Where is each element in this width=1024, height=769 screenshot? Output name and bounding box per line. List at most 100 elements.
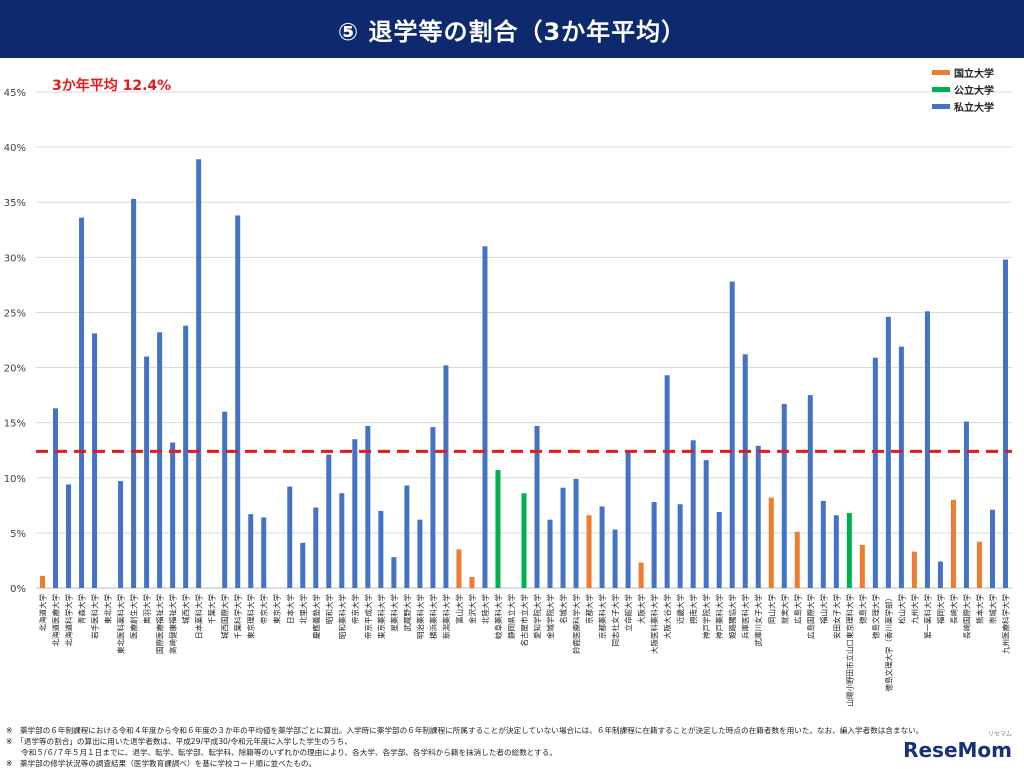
- bar-private: [742, 354, 748, 588]
- bars: [40, 159, 1008, 589]
- x-tick-label: 岩手医科大学: [90, 594, 100, 639]
- y-tick-label: 15%: [4, 419, 26, 430]
- x-tick-label: 鈴鹿医療科学大学: [571, 594, 581, 654]
- bar-private: [612, 529, 618, 588]
- footnote: 令和５/６/７年５月１日までに、退学、転学、転学部、転学科、除籍等のいずれかの理…: [6, 748, 557, 757]
- x-tick-label: 金沢大学: [467, 594, 477, 624]
- x-tick-label: 医療創生大学: [129, 594, 139, 639]
- x-axis-labels: 北海道大学 北海道医療大学 北海道科学大学 青森大学 岩手医科大学 東北大学 東北医科薬科大…: [38, 594, 1011, 707]
- bar-private: [781, 403, 787, 588]
- x-tick-label: 岐阜薬科大学: [493, 594, 503, 639]
- x-tick-label: 徳島文理大学: [870, 594, 880, 639]
- bar-national: [469, 576, 475, 588]
- x-tick-label: 北陸大学: [480, 594, 490, 624]
- bar-private: [118, 481, 124, 588]
- bar-private: [937, 561, 943, 588]
- page-title: ⑤ 退学等の割合（3か年平均）: [337, 17, 687, 46]
- bar-private: [833, 515, 839, 588]
- bar-private: [339, 493, 345, 588]
- bar-private: [417, 519, 423, 588]
- bar-private: [430, 427, 436, 588]
- bar-private: [690, 440, 696, 588]
- x-tick-label: 第一薬科大学: [922, 594, 932, 639]
- x-tick-label: 大阪大学: [636, 594, 646, 624]
- bar-private: [651, 502, 657, 588]
- x-tick-label: 日本大学: [285, 594, 295, 624]
- x-tick-label: 慶應義塾大学: [311, 594, 321, 639]
- bar-private: [352, 439, 358, 588]
- x-tick-label: 青森大学: [77, 594, 87, 624]
- x-tick-label: 千葉大学: [207, 594, 217, 624]
- x-tick-label: 立命館大学: [623, 594, 633, 632]
- x-tick-label: 九州大学: [909, 594, 919, 624]
- x-tick-label: 静岡県立大学: [506, 594, 516, 639]
- x-tick-label: 千葉科学大学: [233, 594, 243, 639]
- x-tick-label: 長崎大学: [948, 594, 958, 624]
- bar-private: [378, 510, 384, 588]
- y-tick-label: 25%: [4, 308, 26, 319]
- bar-private: [287, 486, 293, 588]
- y-axis-labels: 0% 5% 10% 15% 20% 25% 30% 35% 40% 45%: [4, 88, 26, 595]
- bar-private: [170, 442, 176, 588]
- bar-national: [456, 549, 462, 588]
- x-tick-label: 大阪医科薬科大学: [649, 594, 659, 654]
- x-tick-label: 就実大学: [779, 594, 789, 624]
- x-tick-label: 新潟薬科大学: [441, 594, 451, 639]
- x-tick-label: 崇城大学: [987, 594, 997, 624]
- title-banner: ⑤ 退学等の割合（3か年平均）: [0, 0, 1024, 58]
- y-tick-label: 5%: [10, 529, 26, 540]
- x-tick-label: 京都大学: [584, 594, 594, 624]
- bar-national: [638, 562, 644, 588]
- x-tick-label: 徳島大学: [857, 594, 867, 624]
- x-tick-label: 京都薬科大学: [597, 594, 607, 639]
- x-tick-label: 松山大学: [896, 594, 906, 624]
- x-tick-label: 近畿大学: [675, 594, 685, 624]
- logo-subtext: リセマム: [987, 731, 1012, 738]
- x-tick-label: 帝京大学: [350, 594, 360, 624]
- bar-private: [313, 507, 319, 588]
- x-tick-label: 名古屋市立大学: [519, 594, 529, 647]
- x-tick-label: 北里大学: [298, 594, 308, 624]
- bar-private: [924, 311, 930, 588]
- x-tick-label: 帝京大学: [259, 594, 269, 624]
- x-tick-label: 武庫川女子大学: [753, 594, 763, 647]
- bar-national: [586, 515, 592, 588]
- x-tick-label: 帝京平成大学: [363, 594, 373, 639]
- x-tick-label: 安田女子大学: [831, 594, 841, 639]
- bar-private: [729, 281, 735, 588]
- x-tick-label: 金城学院大学: [545, 594, 555, 639]
- x-tick-label: 福山大学: [818, 594, 828, 624]
- bar-private: [365, 425, 371, 588]
- bar-private: [807, 395, 813, 588]
- bar-private: [92, 333, 98, 588]
- x-tick-label: 兵庫医科大学: [740, 594, 750, 639]
- bar-private: [625, 452, 631, 588]
- x-tick-label: 国際医療福祉大学: [155, 594, 165, 654]
- bar-national: [40, 575, 46, 588]
- x-tick-label: 姫路獨協大学: [727, 594, 737, 639]
- x-tick-label: 北海道医療大学: [51, 594, 61, 647]
- x-tick-label: 城西国際大学: [220, 594, 230, 639]
- legend-swatch-public: [932, 87, 950, 92]
- x-tick-label: 熊本大学: [974, 594, 984, 624]
- x-tick-label: 神戸学院大学: [701, 594, 711, 639]
- x-tick-label: 東北医科薬科大学: [116, 594, 126, 654]
- y-tick-label: 30%: [4, 253, 26, 264]
- bar-private: [898, 346, 904, 588]
- x-tick-label: 神戸薬科大学: [714, 594, 724, 639]
- bar-private: [963, 421, 969, 588]
- bar-private: [235, 215, 241, 588]
- x-tick-label: 武蔵野大学: [402, 594, 412, 632]
- bar-private: [131, 198, 137, 588]
- y-tick-label: 45%: [4, 88, 26, 99]
- legend-swatch-national: [932, 70, 950, 75]
- bar-private: [677, 504, 683, 588]
- x-tick-label: 広島大学: [792, 594, 802, 624]
- y-tick-label: 40%: [4, 143, 26, 154]
- bar-private: [573, 478, 579, 588]
- footnotes: ※ 薬学部の６年制課程における令和４年度から令和６年度の３か年の平均値を薬学部ご…: [6, 725, 923, 769]
- x-tick-label: 東京理科大学: [246, 594, 256, 639]
- bar-private: [560, 487, 566, 588]
- bar-private: [261, 517, 267, 588]
